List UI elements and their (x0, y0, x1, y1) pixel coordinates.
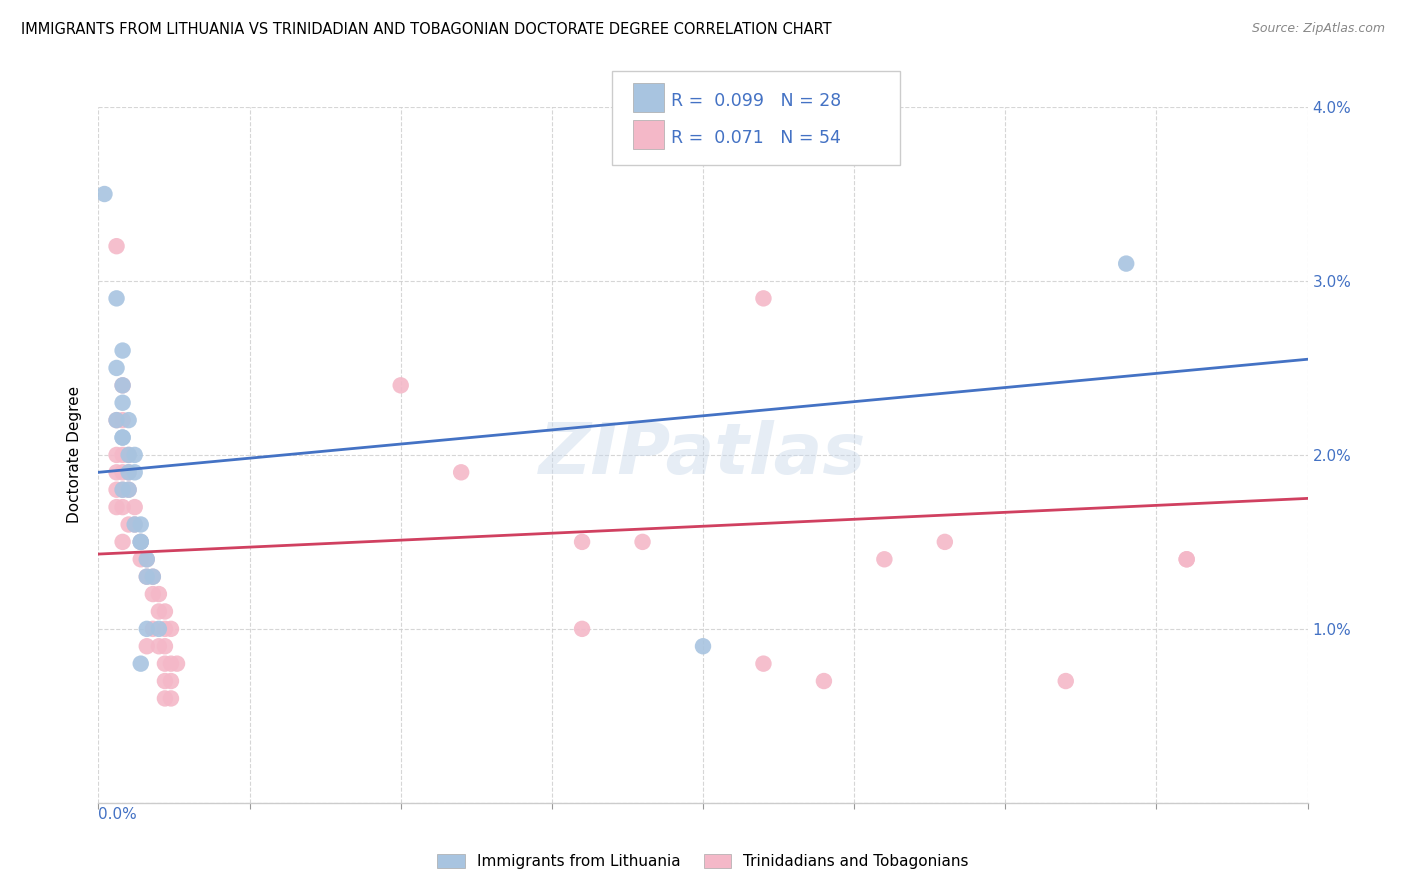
Legend: Immigrants from Lithuania, Trinidadians and Tobagonians: Immigrants from Lithuania, Trinidadians … (432, 847, 974, 875)
Point (129, 535, 152, 549)
Point (142, 570, 165, 584)
Point (813, 674, 835, 689)
Point (111, 378, 134, 392)
Point (105, 413, 128, 427)
Point (111, 431, 134, 445)
Point (148, 639, 170, 653)
Point (142, 570, 165, 584)
Point (111, 448, 134, 462)
Point (129, 535, 152, 549)
Point (105, 466, 128, 480)
Point (105, 291, 128, 305)
Point (111, 431, 134, 445)
Point (105, 360, 128, 375)
Point (111, 483, 134, 497)
Point (148, 587, 170, 601)
Point (105, 413, 128, 427)
Point (631, 535, 654, 549)
Text: ZIPatlas: ZIPatlas (540, 420, 866, 490)
Point (135, 570, 157, 584)
Point (148, 605, 170, 619)
Point (1054, 674, 1077, 689)
Point (105, 239, 128, 253)
Point (135, 570, 157, 584)
Point (124, 500, 146, 514)
Point (571, 622, 593, 636)
Point (1115, 257, 1137, 271)
Point (111, 535, 134, 549)
Point (93, 186, 115, 201)
Point (118, 448, 141, 462)
Point (752, 291, 775, 305)
Point (148, 622, 170, 636)
Text: 0.0%: 0.0% (98, 807, 138, 822)
Point (105, 500, 128, 514)
Y-axis label: Doctorate Degree: Doctorate Degree (67, 386, 83, 524)
Text: R =  0.099   N = 28: R = 0.099 N = 28 (671, 92, 841, 110)
Point (111, 500, 134, 514)
Point (129, 517, 152, 532)
Point (111, 378, 134, 392)
Point (111, 396, 134, 410)
Point (118, 483, 141, 497)
Point (124, 448, 146, 462)
Point (111, 413, 134, 427)
Point (118, 466, 141, 480)
Point (129, 657, 152, 671)
Point (135, 552, 157, 566)
Point (153, 657, 176, 671)
Point (118, 466, 141, 480)
Point (124, 517, 146, 532)
Point (142, 587, 165, 601)
Point (571, 535, 593, 549)
Point (105, 448, 128, 462)
Point (111, 343, 134, 358)
Point (934, 535, 956, 549)
Point (118, 448, 141, 462)
Point (124, 466, 146, 480)
Point (135, 622, 157, 636)
Point (111, 483, 134, 497)
Point (1175, 552, 1198, 566)
Point (153, 622, 176, 636)
Point (153, 674, 176, 689)
Point (1175, 552, 1198, 566)
Text: IMMIGRANTS FROM LITHUANIA VS TRINIDADIAN AND TOBAGONIAN DOCTORATE DEGREE CORRELA: IMMIGRANTS FROM LITHUANIA VS TRINIDADIAN… (21, 22, 832, 37)
Point (692, 639, 714, 653)
Point (118, 483, 141, 497)
Point (153, 605, 176, 619)
Text: Source: ZipAtlas.com: Source: ZipAtlas.com (1251, 22, 1385, 36)
Point (160, 622, 183, 636)
Point (160, 657, 183, 671)
Point (111, 466, 134, 480)
Point (118, 413, 141, 427)
Point (160, 674, 183, 689)
Point (129, 552, 152, 566)
Point (389, 378, 412, 392)
Point (135, 552, 157, 566)
Point (129, 535, 152, 549)
Point (142, 622, 165, 636)
Point (105, 483, 128, 497)
Point (135, 639, 157, 653)
Point (118, 517, 141, 532)
Point (873, 552, 896, 566)
Point (450, 466, 472, 480)
Point (160, 691, 183, 706)
Point (752, 657, 775, 671)
Point (153, 691, 176, 706)
Text: R =  0.071   N = 54: R = 0.071 N = 54 (671, 129, 841, 147)
Point (166, 657, 188, 671)
Point (153, 639, 176, 653)
Point (124, 517, 146, 532)
